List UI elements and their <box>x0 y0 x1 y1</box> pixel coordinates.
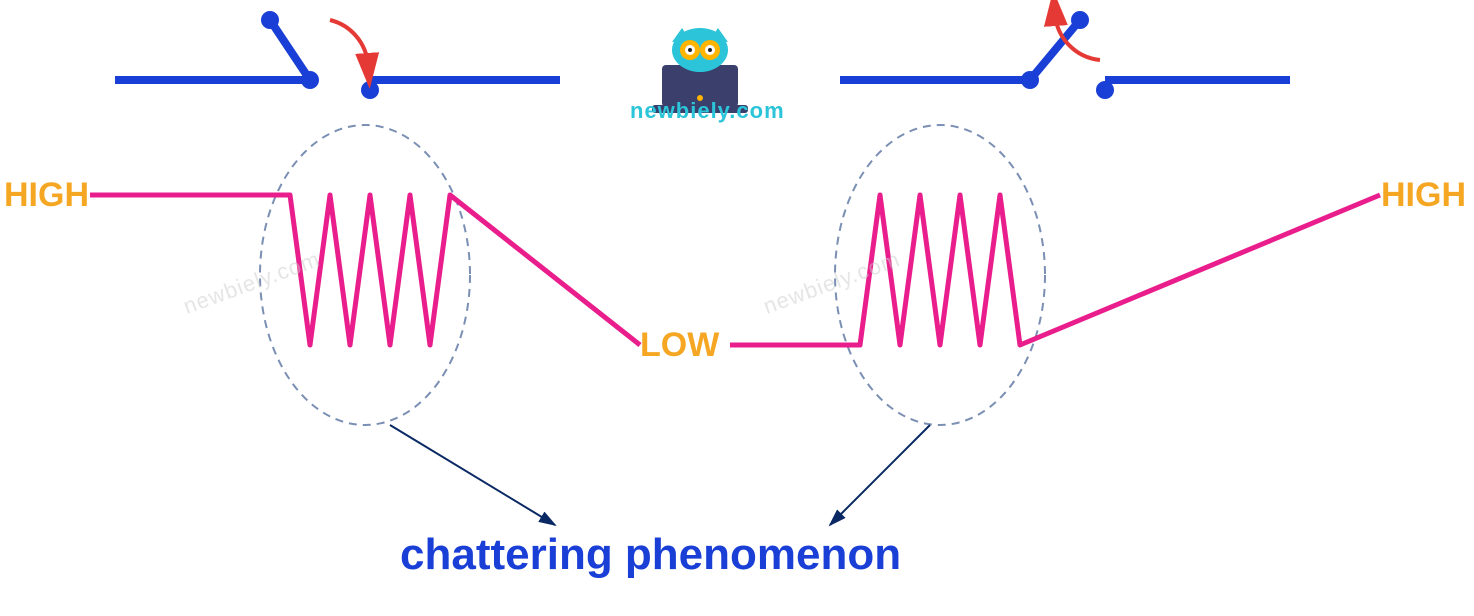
logo-text: newbiely.com <box>630 98 785 124</box>
caption: chattering phenomenon <box>400 530 901 580</box>
label-high-right: HIGH <box>1381 176 1466 215</box>
signal-left <box>90 195 640 345</box>
switch-left-arm <box>270 20 310 80</box>
pointer-left <box>390 425 555 525</box>
label-high-left: HIGH <box>4 176 89 215</box>
switch-left-arrow-icon <box>330 20 368 65</box>
pointer-right <box>830 425 930 525</box>
label-low: LOW <box>640 326 719 365</box>
